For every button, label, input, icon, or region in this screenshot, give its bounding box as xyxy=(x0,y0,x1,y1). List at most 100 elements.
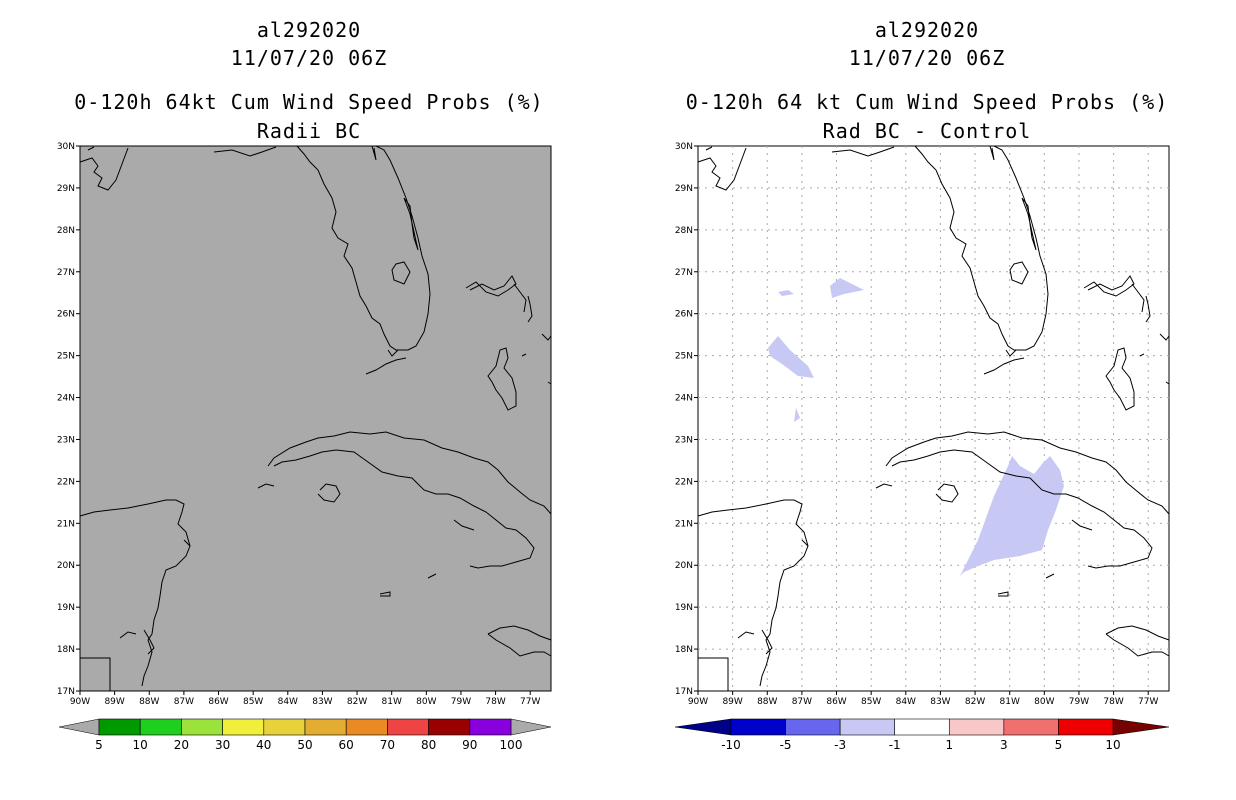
map-background xyxy=(697,145,1170,692)
lat-label: 19N xyxy=(675,603,693,613)
coastline-segment-3 xyxy=(296,145,431,351)
shaded-region-1 xyxy=(778,290,794,296)
lon-label: 85W xyxy=(243,697,263,707)
coastline-segment-19 xyxy=(935,483,959,503)
coastline-segment-4 xyxy=(1021,197,1037,251)
lat-label: 25N xyxy=(57,352,75,362)
coastline-segment-10 xyxy=(513,283,527,313)
axis-ticks: 17N 18N 19N 20N 21N 22N 23N 24N 25N 26N 27N 28N 29N 3… xyxy=(57,142,541,707)
lon-label: 77W xyxy=(1138,697,1158,707)
coastline-segment-1 xyxy=(87,146,95,151)
coastline-segment-24 xyxy=(80,657,111,691)
coastline-segment-3 xyxy=(914,145,1049,351)
colorbar-label: 10 xyxy=(133,738,148,752)
shaded-region-2 xyxy=(768,336,814,378)
coastline-segment-27 xyxy=(379,591,391,597)
coastline-segment-18 xyxy=(257,483,275,489)
shaded-region-0 xyxy=(830,278,864,298)
product-title: 0-120h 64kt Cum Wind Speed Probs (%) xyxy=(74,90,544,114)
date-time: 11/07/20 06Z xyxy=(848,46,1006,70)
coastline-segment-9 xyxy=(465,275,517,297)
lat-label: 24N xyxy=(57,394,75,404)
colorbar-label: 3 xyxy=(1000,738,1008,752)
colorbar-label: 5 xyxy=(95,738,103,752)
coastline-segment-8 xyxy=(365,357,407,375)
lon-label: 82W xyxy=(965,697,985,707)
lat-label: 21N xyxy=(675,519,693,529)
coastline-segment-17 xyxy=(273,449,535,569)
colorbar-label: 1 xyxy=(945,738,953,752)
coastline-segment-0 xyxy=(79,147,129,191)
coastline-segment-5 xyxy=(989,145,995,161)
lon-label: 78W xyxy=(485,697,505,707)
colorbar-swatch xyxy=(222,718,265,736)
coastline-segment-6 xyxy=(1009,261,1029,285)
lat-label: 20N xyxy=(675,561,693,571)
storm-id: al292020 xyxy=(874,18,980,42)
colorbar-label: 90 xyxy=(462,738,477,752)
lat-label: 30N xyxy=(57,142,75,152)
coastline-segment-15 xyxy=(1165,381,1170,385)
coastline-segment-9 xyxy=(1083,275,1135,297)
colorbar-swatch xyxy=(98,718,141,736)
colorbar-high-arrow xyxy=(1112,718,1170,736)
colorbar-low-arrow xyxy=(674,718,732,736)
lat-label: 24N xyxy=(675,394,693,404)
lat-label: 27N xyxy=(57,268,75,278)
colorbar-label: 40 xyxy=(256,738,271,752)
product-subtitle: Rad BC - Control xyxy=(822,119,1032,143)
coastline-segment-2 xyxy=(213,146,277,157)
lon-label: 81W xyxy=(382,697,402,707)
lon-label: 88W xyxy=(139,697,159,707)
lon-label: 78W xyxy=(1103,697,1123,707)
colorbar-label: 5 xyxy=(1055,738,1063,752)
coastline-segment-26 xyxy=(1045,573,1055,579)
right-map-svg: 17N 18N 19N 20N 21N 22N 23N 24N 25N 26N 27N 28N 29N 3… xyxy=(674,142,1170,752)
lat-label: 18N xyxy=(57,645,75,655)
coastline-segment-17 xyxy=(891,449,1153,569)
coastline-segment-23 xyxy=(737,631,755,639)
lat-label: 25N xyxy=(675,352,693,362)
coastline-segment-13 xyxy=(521,353,527,357)
lat-label: 19N xyxy=(57,603,75,613)
left-panel: al292020 11/07/20 06Z 0-120h 64kt Cum Wi… xyxy=(57,18,552,752)
lat-label: 21N xyxy=(57,519,75,529)
colorbar-label: 20 xyxy=(174,738,189,752)
colorbar-swatch xyxy=(469,718,512,736)
product-title: 0-120h 64 kt Cum Wind Speed Probs (%) xyxy=(685,90,1169,114)
lon-label: 90W xyxy=(688,697,708,707)
lon-label: 80W xyxy=(416,697,436,707)
lon-label: 84W xyxy=(896,697,916,707)
colorbar-swatch xyxy=(181,718,223,736)
coastline xyxy=(697,145,1170,691)
coastline-segment-12 xyxy=(1105,347,1135,411)
colorbar-label: 70 xyxy=(380,738,395,752)
lat-label: 28N xyxy=(57,226,75,236)
coastline-segment-22 xyxy=(761,629,773,655)
lat-label: 27N xyxy=(675,268,693,278)
coastline-segment-6 xyxy=(391,261,411,285)
coastline-segment-22 xyxy=(143,629,155,655)
lat-label: 22N xyxy=(675,477,693,487)
coastline-segment-21 xyxy=(801,539,809,547)
lat-label: 26N xyxy=(675,310,693,320)
colorbar-label: 100 xyxy=(500,738,523,752)
colorbar-label: 50 xyxy=(297,738,312,752)
colorbar-label: 10 xyxy=(1105,738,1120,752)
coastline-segment-4 xyxy=(403,197,419,251)
colorbar-swatch xyxy=(839,718,896,736)
coastline-segment-2 xyxy=(831,146,895,157)
lon-label: 86W xyxy=(208,697,228,707)
coastline-segment-16 xyxy=(267,431,552,515)
lat-label: 20N xyxy=(57,561,75,571)
coastline-segment-20 xyxy=(79,499,191,687)
lat-label: 23N xyxy=(675,435,693,445)
lon-label: 82W xyxy=(347,697,367,707)
lon-label: 77W xyxy=(520,697,540,707)
coastline-segment-23 xyxy=(119,631,137,639)
colorbar-label: 30 xyxy=(215,738,230,752)
coastline-segment-7 xyxy=(387,349,399,357)
coastline-segment-10 xyxy=(1131,283,1145,313)
lon-label: 87W xyxy=(174,697,194,707)
coastline-segment-28 xyxy=(487,625,552,641)
